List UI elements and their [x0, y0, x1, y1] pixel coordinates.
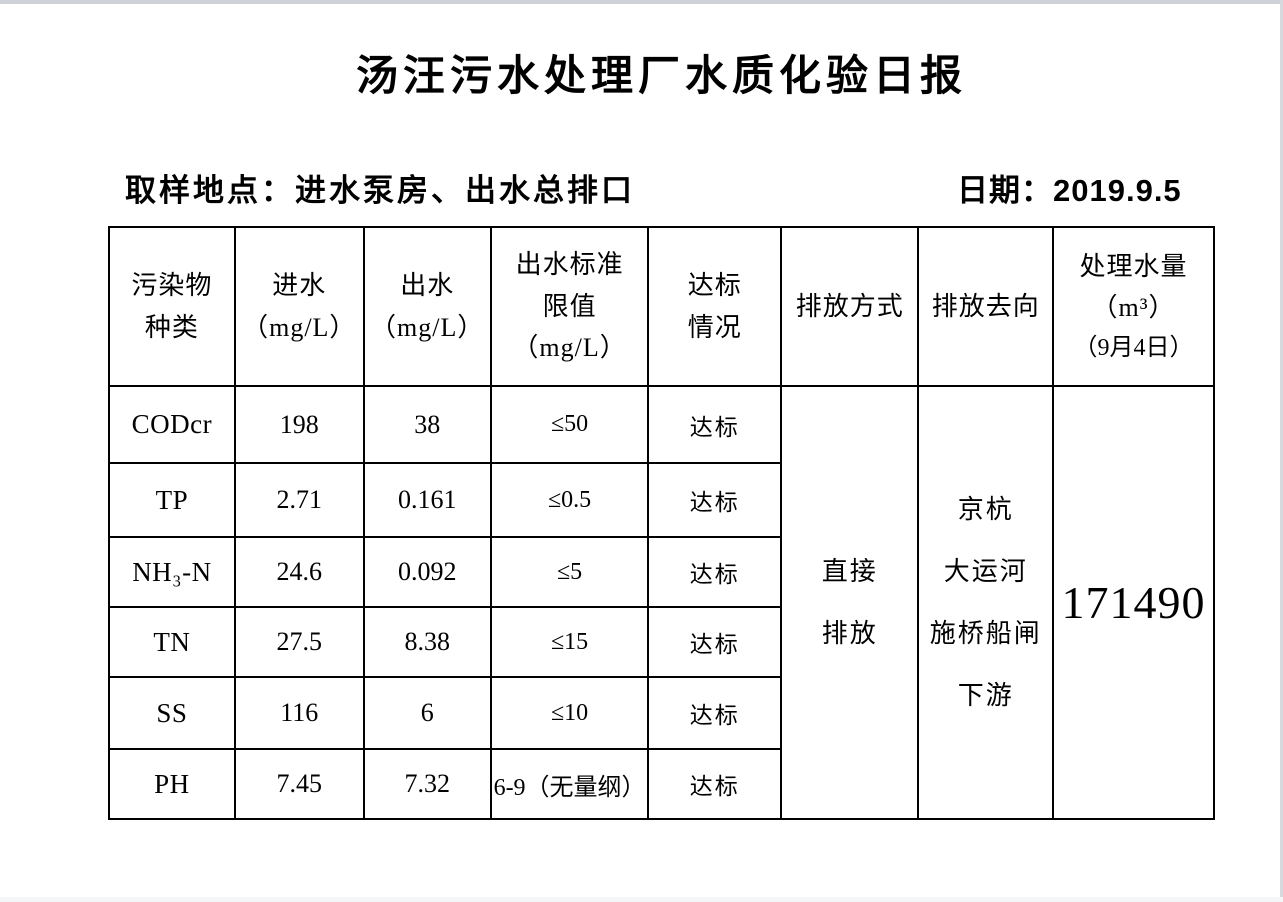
- influent-value: 116: [233, 676, 365, 750]
- col-header-influent: 进水 （mg/L）: [233, 226, 365, 387]
- treated-volume-cell: 171490: [1052, 385, 1215, 820]
- col-header-pollutant: 污染物 种类: [108, 226, 236, 387]
- pollutant-name: TN: [108, 606, 236, 678]
- header-line: 污染物: [131, 270, 213, 300]
- water-quality-table: 污染物 种类 进水 （mg/L） 出水 （mg/L） 出水标准 限值 （mg/L…: [108, 226, 1215, 820]
- effluent-value: 6: [362, 676, 492, 750]
- table-row-codcr: CODcr 198 38 ≤50 达标 直接 排放 京杭 大运河 施桥船闸 下游…: [108, 385, 1215, 820]
- page-right-edge: [1280, 0, 1283, 902]
- influent-value: 198: [233, 385, 365, 464]
- influent-value: 2.71: [233, 462, 365, 538]
- col-header-compliance: 达标 情况: [647, 226, 782, 387]
- effluent-value: 38: [362, 385, 492, 464]
- header-line: 进水: [272, 270, 327, 300]
- report-content: 汤汪污水处理厂水质化验日报 取样地点：进水泵房、出水总排口 日期：2019.9.…: [108, 0, 1215, 902]
- pollutant-name: NH₃-N: [108, 536, 236, 608]
- page-title: 汤汪污水处理厂水质化验日报: [355, 52, 967, 99]
- header-line: 出水: [400, 270, 455, 300]
- col-header-effluent: 出水 （mg/L）: [362, 226, 492, 387]
- col-header-discharge-destination: 排放去向: [917, 226, 1054, 387]
- header-line: （mg/L）: [242, 312, 357, 342]
- discharge-destination-cell: 京杭 大运河 施桥船闸 下游: [917, 385, 1054, 820]
- discharge-method-cell: 直接 排放: [779, 385, 920, 820]
- limit-value: ≤50: [489, 385, 650, 464]
- effluent-value: 0.161: [362, 462, 492, 538]
- table-row-ph: PH 7.45 7.32 6-9（无量纲） 达标: [108, 748, 1214, 820]
- destination-line: 大运河: [943, 556, 1028, 586]
- limit-value: ≤10: [489, 676, 650, 750]
- header-row: 污染物 种类 进水 （mg/L） 出水 （mg/L） 出水标准 限值 （mg/L…: [108, 226, 1215, 387]
- status-value: 达标: [647, 676, 782, 750]
- method-line: 直接: [821, 556, 878, 586]
- page-bottom-edge: [0, 897, 1283, 902]
- header-line: 限值: [542, 291, 597, 321]
- status-value: 达标: [647, 748, 782, 820]
- status-value: 达标: [647, 606, 782, 678]
- header-line: （mg/L）: [512, 333, 627, 363]
- table-row-tn: TN 27.5 8.38 ≤15 达标: [108, 606, 1214, 678]
- col-header-discharge-method: 排放方式: [779, 226, 920, 387]
- influent-value: 27.5: [233, 606, 365, 678]
- report-date-label: 日期：2019.9.5: [957, 173, 1182, 208]
- destination-line: 下游: [957, 680, 1014, 710]
- limit-value: ≤5: [489, 536, 650, 608]
- effluent-value: 0.092: [362, 536, 492, 608]
- header-line: （mg/L）: [370, 312, 485, 342]
- status-value: 达标: [647, 536, 782, 608]
- header-line: 种类: [144, 312, 199, 342]
- header-line: （9月4日）: [1073, 334, 1194, 361]
- table-row-tp: TP 2.71 0.161 ≤0.5 达标: [108, 462, 1214, 538]
- method-line: 排放: [821, 618, 878, 648]
- col-header-treated-volume: 处理水量 （m³） （9月4日）: [1052, 226, 1215, 387]
- page-top-edge: [0, 0, 1283, 4]
- header-line: 情况: [687, 312, 742, 342]
- header-line: 处理水量: [1079, 251, 1188, 281]
- table-row-nh3n: NH₃-N 24.6 0.092 ≤5 达标: [108, 536, 1214, 608]
- table-row-ss: SS 116 6 ≤10 达标: [108, 676, 1214, 750]
- effluent-value: 8.38: [362, 606, 492, 678]
- col-header-limit: 出水标准 限值 （mg/L）: [489, 226, 650, 387]
- status-value: 达标: [647, 385, 782, 464]
- limit-value: ≤15: [489, 606, 650, 678]
- influent-value: 7.45: [233, 748, 365, 820]
- pollutant-name: TP: [108, 462, 236, 538]
- pollutant-name: SS: [108, 676, 236, 750]
- influent-value: 24.6: [233, 536, 365, 608]
- sampling-location-label: 取样地点：进水泵房、出水总排口: [125, 173, 635, 208]
- header-line: （m³）: [1091, 293, 1176, 323]
- pollutant-name: PH: [108, 748, 236, 820]
- destination-line: 施桥船闸: [929, 618, 1042, 648]
- status-value: 达标: [647, 462, 782, 538]
- destination-line: 京杭: [957, 494, 1014, 524]
- effluent-value: 7.32: [362, 748, 492, 820]
- limit-value: 6-9（无量纲）: [489, 748, 650, 820]
- header-line: 出水标准: [515, 250, 624, 280]
- pollutant-name: CODcr: [108, 385, 236, 464]
- limit-value: ≤0.5: [489, 462, 650, 538]
- header-line: 达标: [687, 270, 742, 300]
